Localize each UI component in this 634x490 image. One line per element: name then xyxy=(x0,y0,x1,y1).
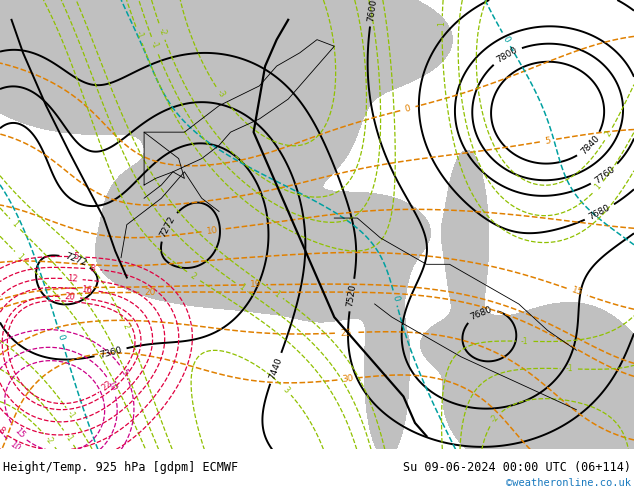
Text: -1: -1 xyxy=(65,409,77,420)
Text: 25: 25 xyxy=(340,328,351,338)
Text: 1: 1 xyxy=(593,182,604,192)
Text: -1: -1 xyxy=(521,337,529,346)
Text: 5: 5 xyxy=(544,136,551,146)
Text: 20: 20 xyxy=(144,288,156,297)
Text: 15: 15 xyxy=(12,426,26,440)
Text: 7840: 7840 xyxy=(579,134,601,157)
Text: 7272: 7272 xyxy=(63,252,87,269)
Text: 12: 12 xyxy=(67,274,78,284)
Text: 7360: 7360 xyxy=(98,345,123,360)
Text: 2: 2 xyxy=(604,130,614,138)
Text: 10: 10 xyxy=(206,225,219,236)
Text: 5: 5 xyxy=(74,252,79,261)
Text: 7680: 7680 xyxy=(588,203,612,222)
Text: 1: 1 xyxy=(437,21,447,26)
Text: -1: -1 xyxy=(149,40,160,50)
Text: 7440: 7440 xyxy=(268,356,284,380)
Text: 7800: 7800 xyxy=(495,45,519,65)
Text: 20: 20 xyxy=(64,292,75,302)
Text: 19: 19 xyxy=(250,280,261,290)
Text: 1: 1 xyxy=(15,252,25,262)
Text: 0: 0 xyxy=(404,103,411,114)
Text: -1: -1 xyxy=(63,432,74,443)
Text: 2: 2 xyxy=(189,271,198,281)
Text: 7272: 7272 xyxy=(158,214,177,239)
Text: 22: 22 xyxy=(100,379,114,393)
Text: 1: 1 xyxy=(237,282,246,292)
Text: 0: 0 xyxy=(390,294,400,302)
Text: 7680: 7680 xyxy=(469,305,493,321)
Text: 8: 8 xyxy=(89,264,96,274)
Text: 10: 10 xyxy=(105,379,118,392)
Text: 15: 15 xyxy=(570,286,584,298)
Text: 7600: 7600 xyxy=(366,0,378,22)
Text: -2: -2 xyxy=(157,26,167,37)
Text: 5: 5 xyxy=(119,367,129,376)
Text: Su 09-06-2024 00:00 UTC (06+114): Su 09-06-2024 00:00 UTC (06+114) xyxy=(403,461,631,474)
Text: 7520: 7520 xyxy=(346,283,358,307)
Text: Height/Temp. 925 hPa [gdpm] ECMWF: Height/Temp. 925 hPa [gdpm] ECMWF xyxy=(3,461,238,474)
Text: -1: -1 xyxy=(133,30,145,40)
Text: -2: -2 xyxy=(489,413,501,424)
Text: ©weatheronline.co.uk: ©weatheronline.co.uk xyxy=(506,478,631,488)
Text: 10: 10 xyxy=(8,439,22,453)
Text: 16: 16 xyxy=(81,285,92,294)
Text: -3: -3 xyxy=(215,88,227,100)
Text: 1: 1 xyxy=(273,289,281,299)
Text: 3: 3 xyxy=(281,385,291,394)
Text: 0: 0 xyxy=(56,333,66,341)
Text: -1: -1 xyxy=(566,364,573,373)
Text: 30: 30 xyxy=(342,374,354,384)
Text: 7760: 7760 xyxy=(593,164,617,185)
Text: 2: 2 xyxy=(120,322,131,331)
Text: -2: -2 xyxy=(44,435,55,446)
Text: 8: 8 xyxy=(0,426,6,436)
Text: 0: 0 xyxy=(501,35,512,44)
Text: 1: 1 xyxy=(10,219,20,229)
